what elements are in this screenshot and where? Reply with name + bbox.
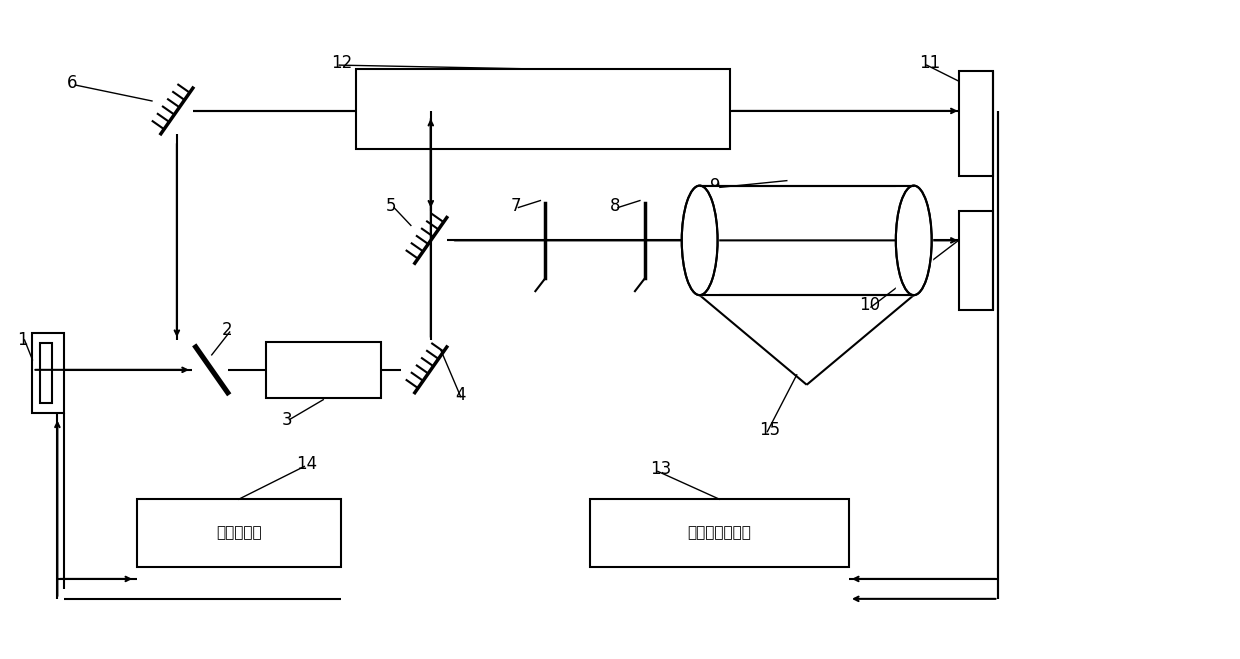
Text: 7: 7 — [511, 196, 521, 215]
Text: 2: 2 — [222, 321, 232, 339]
Text: 8: 8 — [610, 196, 620, 215]
Text: 9: 9 — [709, 177, 720, 194]
Bar — [356, 69, 729, 149]
Text: 4: 4 — [455, 386, 466, 404]
Bar — [699, 186, 914, 295]
Bar — [138, 500, 341, 567]
Text: 信号调制器: 信号调制器 — [216, 526, 262, 540]
Bar — [32, 333, 64, 413]
Text: 15: 15 — [759, 420, 780, 439]
Bar — [682, 186, 718, 295]
Bar — [590, 500, 849, 567]
Text: 13: 13 — [650, 461, 671, 478]
Bar — [895, 186, 931, 295]
Text: 10: 10 — [859, 296, 880, 314]
Text: 5: 5 — [386, 196, 397, 215]
Text: 6: 6 — [67, 74, 78, 92]
Text: 数据采集处理器: 数据采集处理器 — [688, 526, 751, 540]
Bar — [41, 343, 52, 403]
Text: 1: 1 — [17, 331, 29, 349]
Bar — [959, 210, 993, 310]
Text: 11: 11 — [919, 54, 940, 72]
Bar — [267, 342, 381, 398]
Text: 14: 14 — [296, 455, 317, 473]
Text: 12: 12 — [331, 54, 352, 72]
Bar — [959, 71, 993, 176]
Text: 3: 3 — [281, 411, 293, 428]
